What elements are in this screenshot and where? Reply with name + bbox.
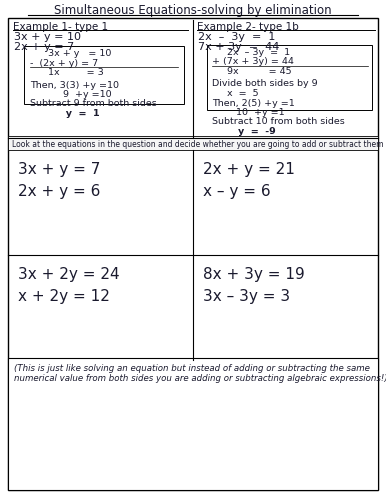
Text: y  =  -9: y = -9 [212,127,276,136]
Text: 2x  –  3y  =  1: 2x – 3y = 1 [198,32,275,42]
Text: Look at the equations in the question and decide whether you are going to add or: Look at the equations in the question an… [12,140,384,149]
Bar [8,136,378,150]
Bar [8,358,378,490]
Text: Simultaneous Equations-solving by elimination: Simultaneous Equations-solving by elimin… [54,4,332,17]
Text: (This is just like solving an equation but instead of adding or subtracting the : (This is just like solving an equation b… [14,364,386,384]
Text: 2x + y = 21: 2x + y = 21 [203,162,295,177]
Text: Example 2- type 1b: Example 2- type 1b [197,22,299,32]
Text: 2x + y = 7: 2x + y = 7 [14,42,74,52]
Text: y  =  1: y = 1 [30,109,100,118]
Text: 3x – 3y = 3: 3x – 3y = 3 [203,289,290,304]
Text: 3x + y = 7: 3x + y = 7 [18,162,100,177]
Text: 7x + 3y  =  44: 7x + 3y = 44 [198,42,279,52]
Text: 9x          = 45: 9x = 45 [212,67,292,76]
Text: -  (2x + y) = 7: - (2x + y) = 7 [30,58,98,68]
Text: 10  +y =1: 10 +y =1 [212,108,284,117]
Text: Subtract 10 from both sides: Subtract 10 from both sides [212,118,345,126]
Text: x – y = 6: x – y = 6 [203,184,271,199]
Text: 8x + 3y = 19: 8x + 3y = 19 [203,267,305,282]
Bar [24,46,184,104]
Text: 2x  – 3y  =  1: 2x – 3y = 1 [212,48,290,57]
Text: Divide both sides by 9: Divide both sides by 9 [212,80,318,88]
Text: Example 1- type 1: Example 1- type 1 [13,22,108,32]
Bar [207,45,372,110]
Text: 3x + 2y = 24: 3x + 2y = 24 [18,267,120,282]
Text: x  =  5: x = 5 [212,89,259,98]
Text: 9  +y =10: 9 +y =10 [30,90,112,99]
Text: Then, 3(3) +y =10: Then, 3(3) +y =10 [30,80,119,90]
Text: Then, 2(5) +y =1: Then, 2(5) +y =1 [212,98,295,108]
Text: 1x         = 3: 1x = 3 [30,68,104,77]
Text: 2x + y = 6: 2x + y = 6 [18,184,100,199]
Text: + (7x + 3y) = 44: + (7x + 3y) = 44 [212,58,294,66]
Text: 3x + y   = 10: 3x + y = 10 [30,49,112,58]
Text: x + 2y = 12: x + 2y = 12 [18,289,110,304]
Text: Subtract 9 from both sides: Subtract 9 from both sides [30,100,157,108]
Text: 3x + y = 10: 3x + y = 10 [14,32,81,42]
